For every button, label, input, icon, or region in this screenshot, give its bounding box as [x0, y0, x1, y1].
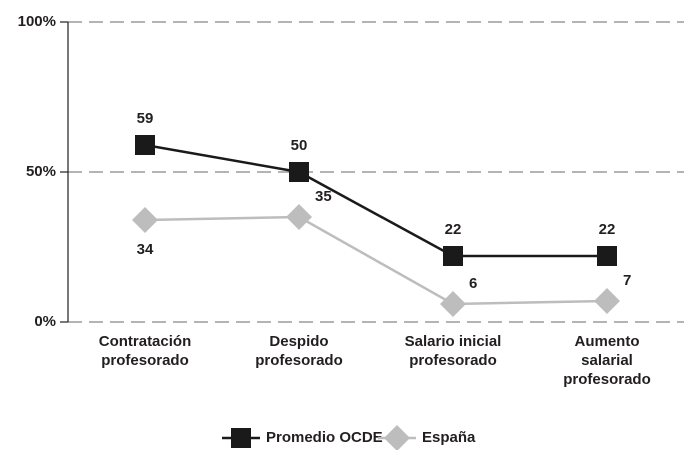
- data-label: 50: [291, 137, 308, 154]
- legend-label: España: [422, 429, 476, 446]
- data-point: [597, 246, 617, 266]
- x-tick-label: profesorado: [255, 352, 343, 369]
- x-tick-label: profesorado: [101, 352, 189, 369]
- legend-marker: [384, 425, 410, 451]
- x-tick-label: Contratación: [99, 333, 192, 350]
- x-tick-label: profesorado: [409, 352, 497, 369]
- data-label: 59: [137, 110, 154, 127]
- x-tick-label: Salario inicial: [405, 333, 502, 350]
- data-point: [440, 291, 466, 317]
- data-point: [135, 135, 155, 155]
- data-point: [286, 204, 312, 230]
- data-label: 22: [445, 221, 462, 238]
- data-label: 6: [469, 275, 477, 292]
- legend-label: Promedio OCDE: [266, 429, 383, 446]
- data-point: [289, 162, 309, 182]
- data-label: 34: [137, 241, 154, 258]
- data-label: 22: [599, 221, 616, 238]
- y-tick-label: 0%: [34, 313, 56, 330]
- y-tick-label: 50%: [26, 163, 56, 180]
- data-label: 7: [623, 272, 631, 289]
- y-tick-label: 100%: [18, 13, 56, 30]
- x-tick-label: Aumento: [575, 333, 640, 350]
- x-tick-label: Despido: [269, 333, 328, 350]
- x-tick-label: profesorado: [563, 371, 651, 388]
- series-line: [144, 143, 607, 258]
- x-tick-label: salarial: [581, 352, 633, 369]
- data-label: 35: [315, 188, 332, 205]
- legend-marker: [231, 428, 251, 448]
- data-point: [132, 207, 158, 233]
- data-point: [443, 246, 463, 266]
- data-point: [594, 288, 620, 314]
- series-line: [144, 215, 608, 306]
